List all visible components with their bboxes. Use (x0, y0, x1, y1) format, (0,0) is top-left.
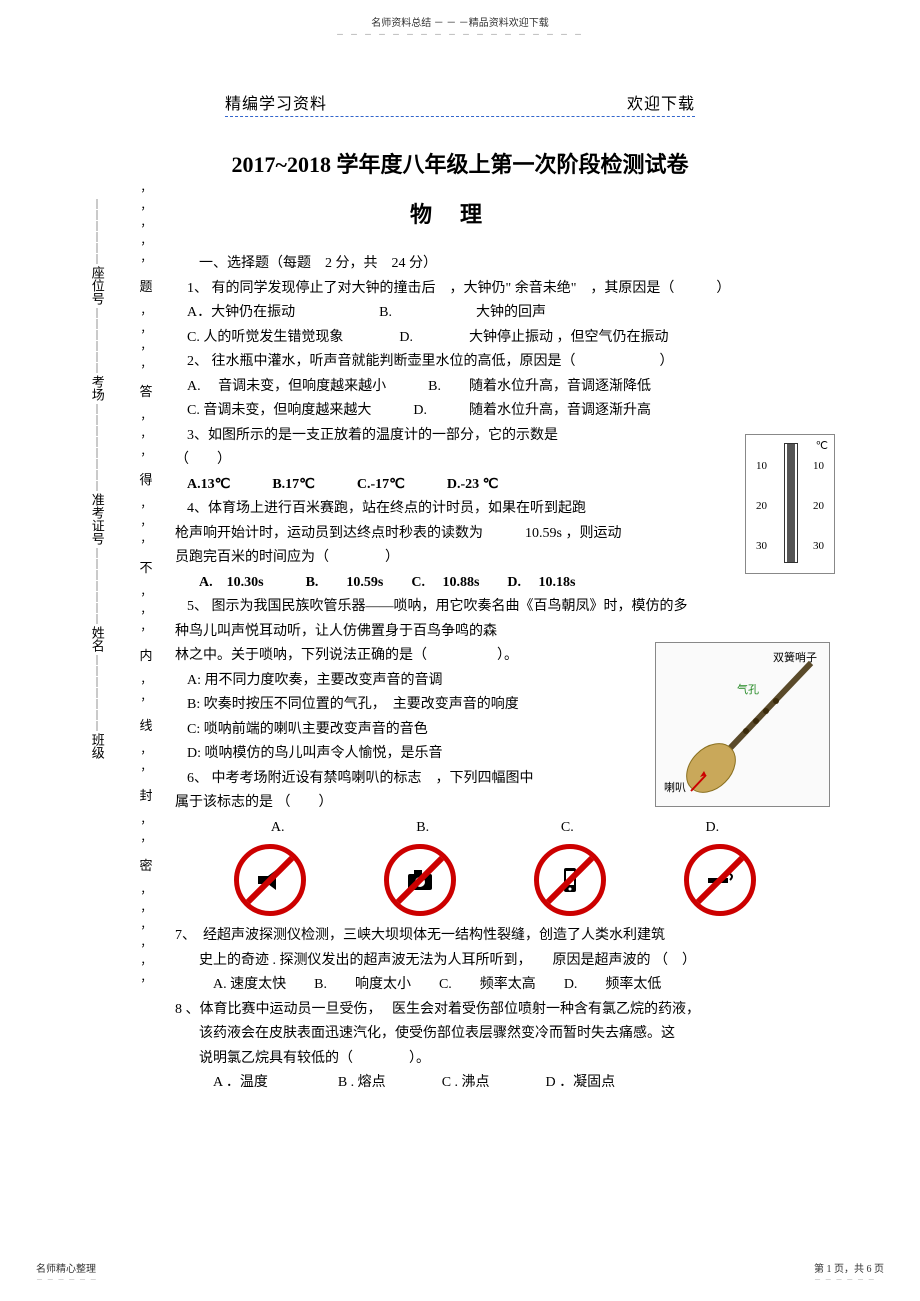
no-phone-sign (534, 844, 606, 916)
suona-figure: 双簧哨子 气孔 喇叭 (655, 642, 830, 807)
q2-opts-row2: C. 音调未变，但响度越来越大 D. 随着水位升高，音调逐渐升高 (175, 399, 815, 424)
q4-stem1: 4、体育场上进行百米赛跑，站在终点的计时员，如果在听到起跑 (175, 497, 815, 522)
q5-stem1: 5、 图示为我国民族吹管乐器——唢呐，用它吹奏名曲《百鸟朝凤》时，模仿的多 (175, 595, 815, 620)
doc-top-watermark: 名师资料总结 － － －精品资料欢迎下载 (0, 0, 920, 29)
no-smoking-sign (684, 844, 756, 916)
q4-stem3: 员跑完百米的时间应为（ ） (175, 546, 815, 571)
exam-content: 一、选择题（每题 2 分，共 24 分） 1、 有的同学发现停止了对大钟的撞击后… (175, 252, 815, 1096)
exam-id-label: 准考证号 (89, 493, 105, 545)
q8-stem3: 说明氯乙烷具有较低的（ ）。 (175, 1047, 815, 1072)
q5-stem2: 种鸟儿叫声悦耳动听，让人仿佛置身于百鸟争鸣的森 (175, 620, 815, 645)
footer-right: 第 1 页，共 6 页 － － － － － － (814, 1260, 884, 1285)
binding-line: ，，，，， 题 ，，，， 答 ，，， 得 ，，， 不 ，，， 内 ，， 线 ，，… (136, 180, 156, 988)
q6-labels: A.B.C.D. (175, 816, 815, 841)
thermometer-figure: ℃ 10 10 20 20 30 30 (745, 434, 835, 574)
q8-opts: A ．温度 B . 熔点 C . 沸点 D ．凝固点 (175, 1071, 815, 1096)
q4-stem2: 枪声响开始计时，运动员到达终点时秒表的读数为 10.59s ，则运动 (175, 522, 815, 547)
q7-stem1: 7、 经超声波探测仪检测，三峡大坝坝体无一结构性裂缝，创造了人类水利建筑 (175, 924, 815, 949)
section-1-heading: 一、选择题（每题 2 分，共 24 分） (175, 252, 815, 277)
class-label: 班级 (89, 733, 105, 759)
q2-opts-row1: A. 音调未变，但响度越来越小 B. 随着水位升高，音调逐渐降低 (175, 375, 815, 400)
doc-banner: 精编学习资料 欢迎下载 (225, 90, 695, 117)
no-camera-sign (384, 844, 456, 916)
q8-stem1: 8 、体育比赛中运动员一旦受伤， 医生会对着受伤部位喷射一种含有氯乙烷的药液， (175, 998, 815, 1023)
footer-left: 名师精心整理 － － － － － － (36, 1260, 98, 1285)
q2-stem: 2、 往水瓶中灌水，听声音就能判断壶里水位的高低，原因是（ ） (175, 350, 815, 375)
q7-stem2: 史上的奇迹 . 探测仪发出的超声波无法为人耳所听到， 原因是超声波的 （ ） (175, 949, 815, 974)
q4-opts: A. 10.30s B. 10.59s C. 10.88s D. 10.18s (175, 571, 815, 596)
doc-top-watermark-sub: － － － － － － － － － － － － － － － － － － (0, 29, 920, 40)
q6-signs (195, 844, 795, 916)
q8-stem2: 该药液会在皮肤表面迅速汽化，使受伤部位表层骤然变冷而暂时失去痛感。这 (175, 1022, 815, 1047)
name-label: 姓名 (89, 626, 105, 652)
q7-opts: A. 速度太快 B. 响度太小 C. 频率太高 D. 频率太低 (175, 973, 815, 998)
seat-number-label: 座位号 (89, 266, 105, 305)
exam-title: 2017~2018 学年度八年级上第一次阶段检测试卷 (0, 147, 920, 179)
q1-stem: 1、 有的同学发现停止了对大钟的撞击后 ，大钟仍" 余音未绝" ，其原因是（ ） (175, 277, 815, 302)
exam-room-label: 考场 (89, 375, 105, 401)
q3-stem2: （ ） (175, 448, 815, 473)
banner-left: 精编学习资料 (225, 90, 327, 114)
q1-opts-row2: C. 人的听觉发生错觉现象 D. 大钟停止振动 ，但空气仍在振动 (175, 326, 815, 351)
student-info-sidebar: ｜｜｜｜｜｜ 座位号 ｜｜｜｜｜｜ 考场 ｜｜｜｜｜｜｜｜ 准考证号 ｜｜｜｜｜… (82, 200, 112, 763)
banner-right: 欢迎下载 (627, 90, 695, 114)
q1-opts-row1: A．大钟仍在振动 B. 大钟的回声 (175, 301, 815, 326)
suona-horn-label: 喇叭 (664, 779, 686, 798)
q3-opts: A.13℃ B.17℃ C.-17℃ D.-23 ℃ (175, 473, 815, 498)
q3-stem: 3、如图所示的是一支正放着的温度计的一部分，它的示数是 (175, 424, 815, 449)
no-horn-sign (234, 844, 306, 916)
